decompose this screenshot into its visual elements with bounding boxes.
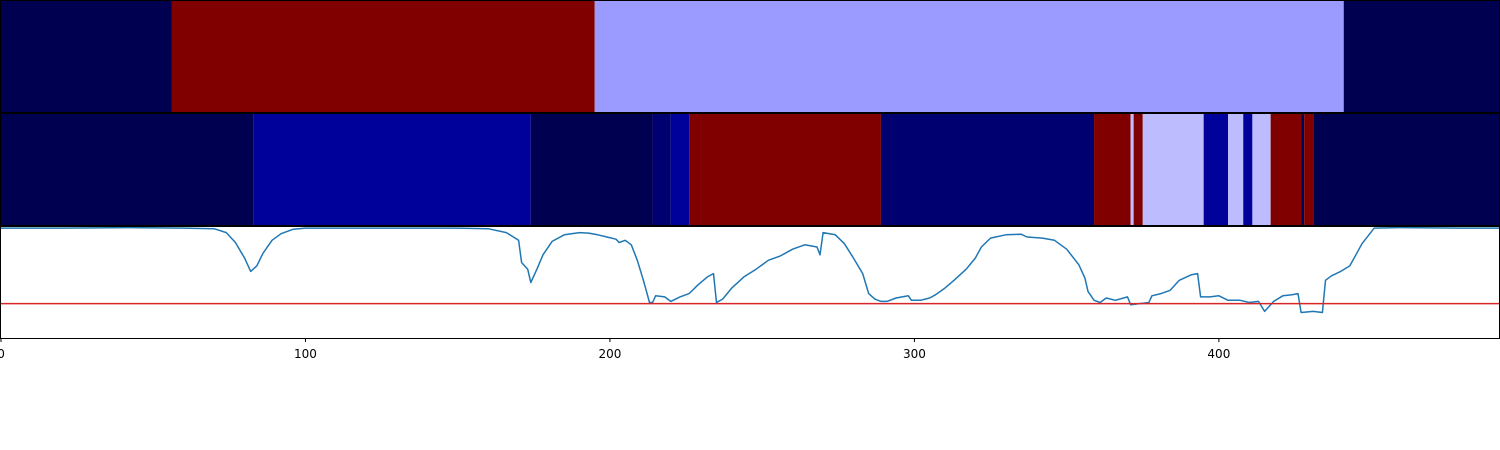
- heatmap-segment: [1130, 114, 1134, 225]
- heatmap-segment: [1228, 114, 1244, 225]
- heatmap-segment: [652, 114, 671, 225]
- heatmap-segment: [1, 114, 254, 225]
- series-line: [1, 226, 1499, 314]
- heatmap-segment: [1243, 114, 1253, 225]
- heatmap-segment: [1343, 1, 1499, 112]
- heatmap-panel-top: [0, 0, 1500, 113]
- heatmap-segment: [1133, 114, 1143, 225]
- heatmap-segment: [1252, 114, 1271, 225]
- x-tick-label: 0: [0, 347, 5, 361]
- heatmap-segment: [880, 114, 1095, 225]
- x-tick-label: 200: [598, 347, 621, 361]
- heatmap-segment: [171, 1, 595, 112]
- line-panel-bottom: [0, 226, 1500, 339]
- heatmap-segment: [670, 114, 690, 225]
- heatmap-segment: [1313, 114, 1499, 225]
- x-tick-label: 100: [294, 347, 317, 361]
- heatmap-segment: [1301, 114, 1305, 225]
- plot-background: [0, 226, 1500, 339]
- heatmap-segment: [1304, 114, 1314, 225]
- heatmap-segment: [1270, 114, 1302, 225]
- heatmap-panel-middle: [0, 113, 1500, 226]
- x-tick-label: 400: [1207, 347, 1230, 361]
- heatmap-segment: [594, 1, 1344, 112]
- heatmap-segment: [1094, 114, 1131, 225]
- x-axis: 0 100 200 300 400: [0, 338, 1230, 361]
- heatmap-segment: [253, 114, 531, 225]
- heatmap-segment: [1, 1, 172, 112]
- heatmap-segment: [1142, 114, 1204, 225]
- heatmap-segment: [530, 114, 653, 225]
- x-tick-label: 300: [903, 347, 926, 361]
- heatmap-segment: [689, 114, 881, 225]
- heatmap-segment: [1203, 114, 1229, 225]
